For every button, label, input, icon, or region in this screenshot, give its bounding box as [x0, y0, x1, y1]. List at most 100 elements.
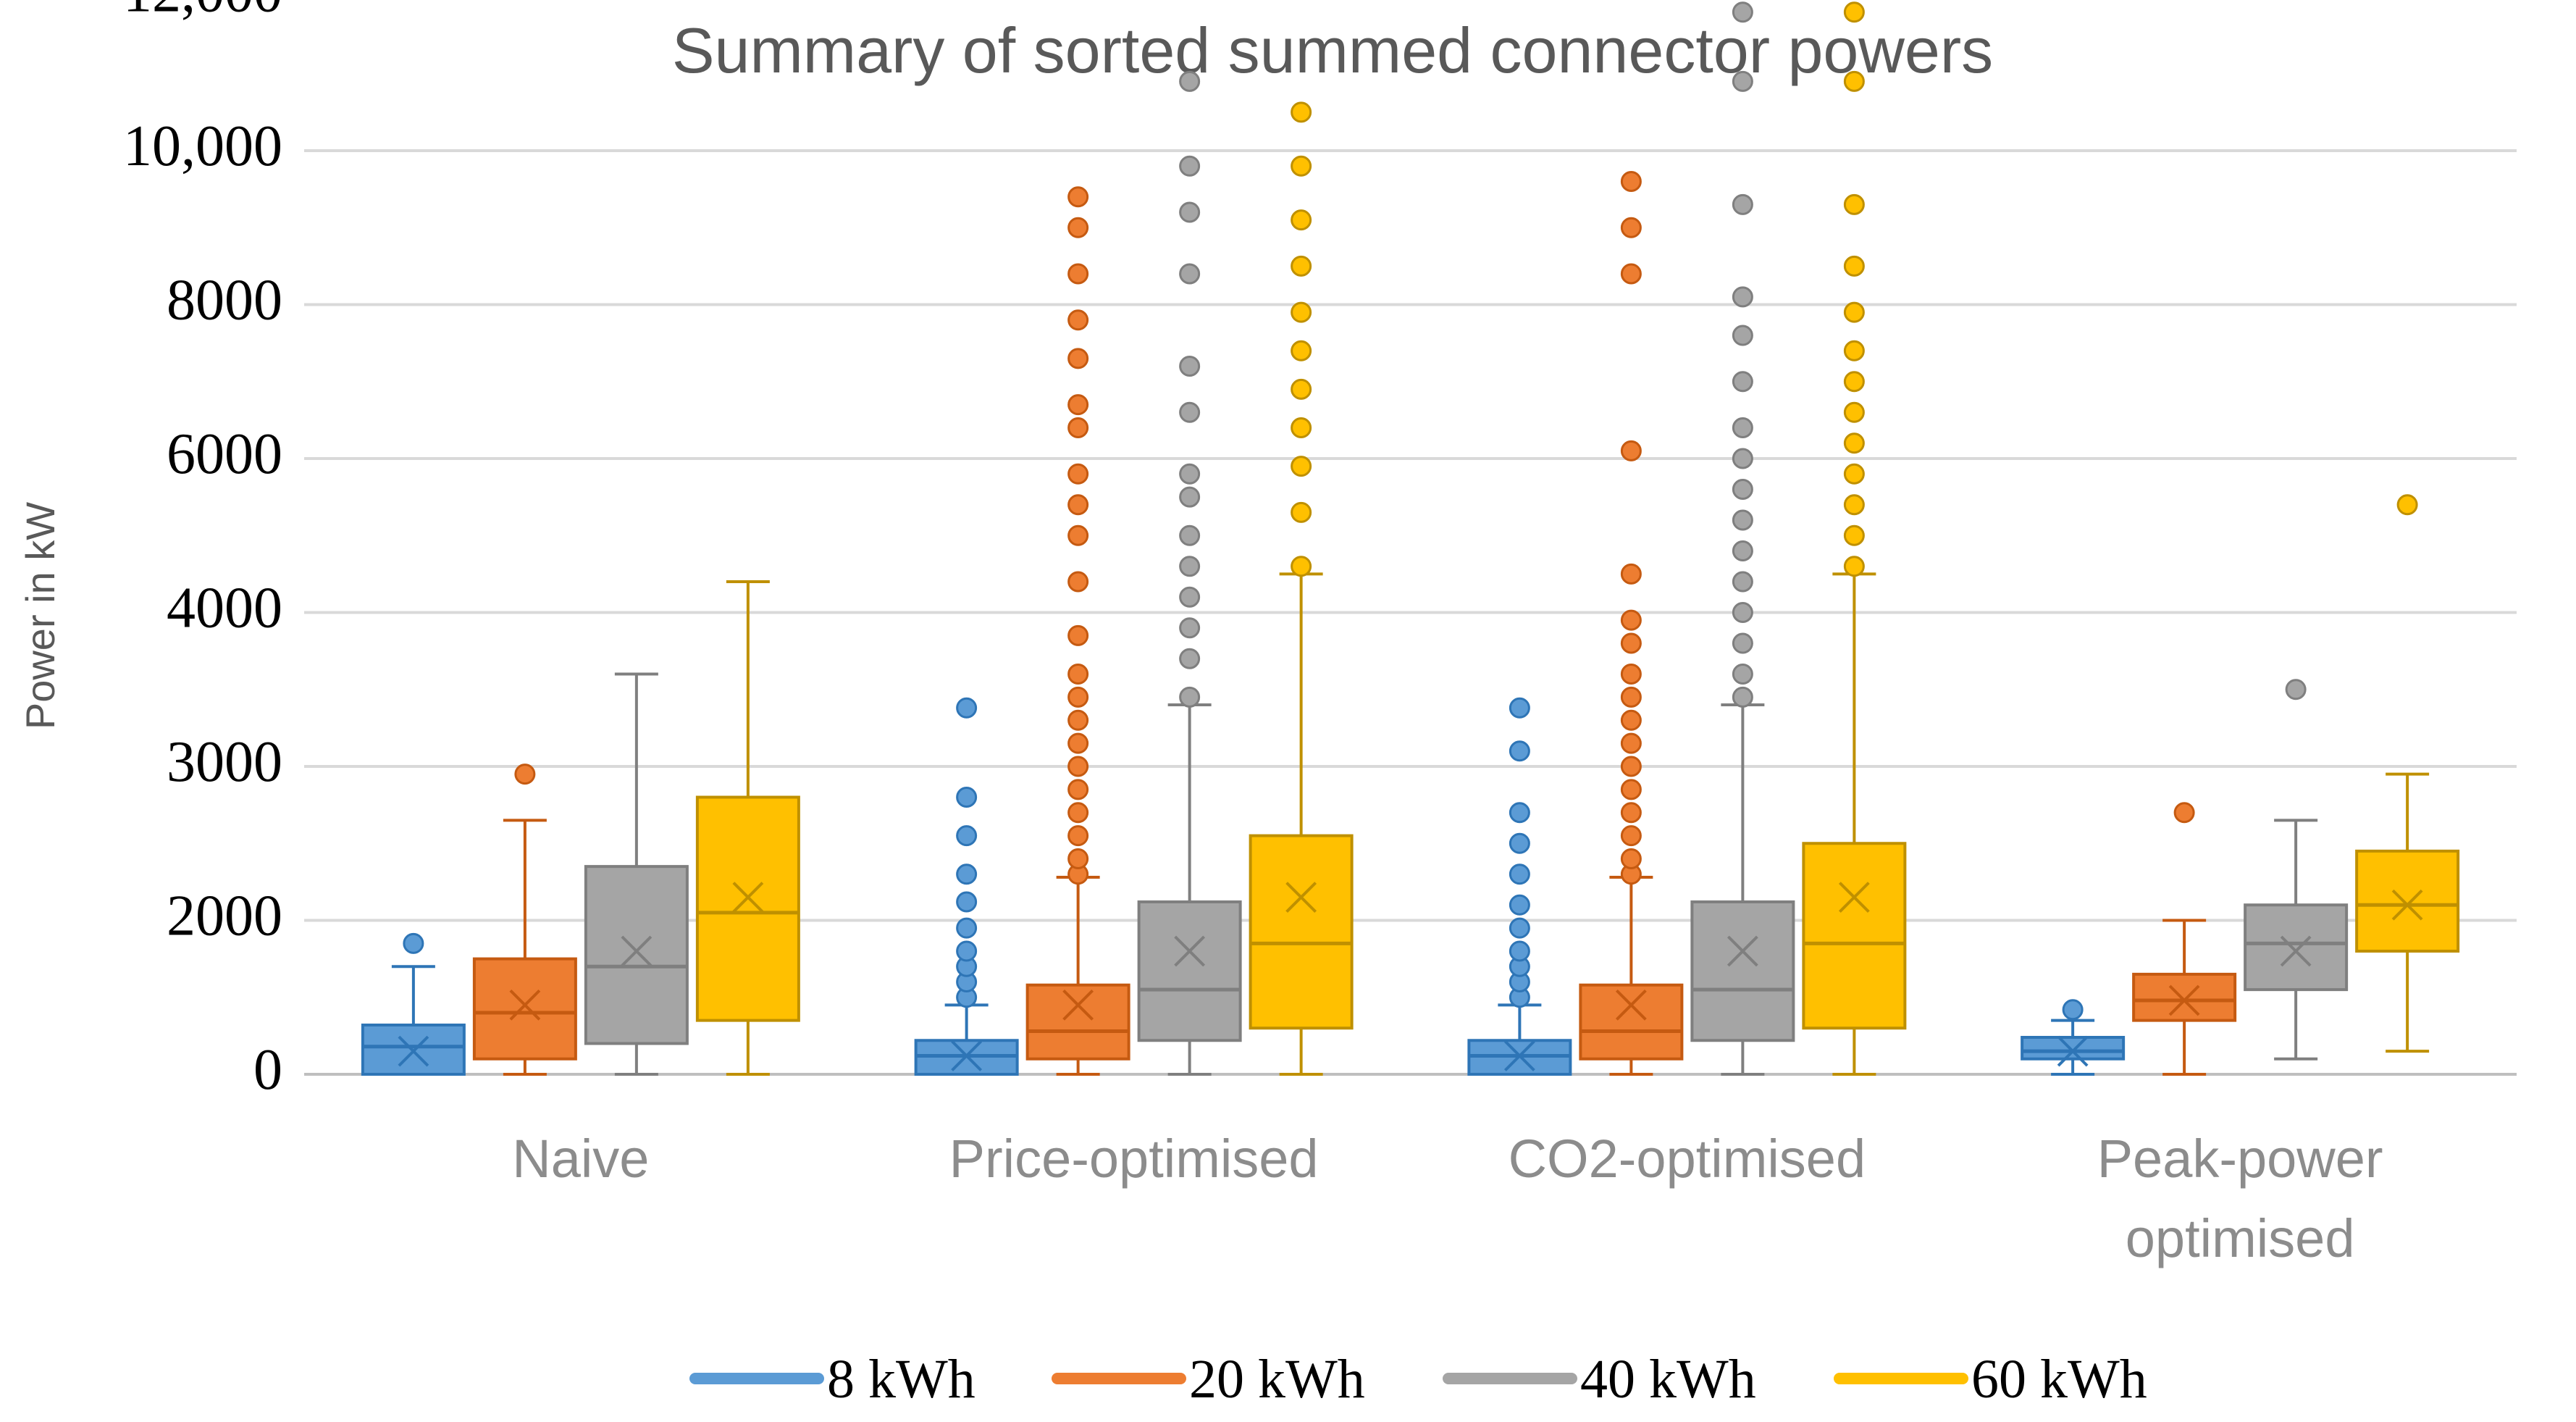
- outlier-point: [1067, 732, 1089, 754]
- legend-label: 8 kWh: [827, 1349, 976, 1410]
- outlier-point: [1620, 217, 1642, 238]
- y-tick-label: 0: [253, 1038, 282, 1102]
- outlier-point: [1732, 286, 1753, 308]
- outlier-point: [1843, 401, 1865, 423]
- mean-marker: [1615, 989, 1647, 1021]
- outlier-point: [1843, 301, 1865, 323]
- box-40-kwh-1: [584, 672, 689, 1076]
- outlier-point: [1291, 301, 1312, 323]
- category-label: Naive: [512, 1129, 649, 1189]
- box-8-kwh-4: [2021, 999, 2126, 1076]
- mean-marker: [1503, 1040, 1535, 1071]
- chart-title: Summary of sorted summed connector power…: [672, 14, 1993, 86]
- outlier-point: [1179, 686, 1201, 708]
- mean-marker: [509, 989, 541, 1021]
- box-20-kwh-1: [472, 764, 577, 1076]
- outlier-point: [1509, 940, 1530, 962]
- outlier-point: [1067, 709, 1089, 731]
- outlier-point: [1843, 371, 1865, 393]
- legend-label: 40 kWh: [1580, 1349, 1756, 1410]
- box-20-kwh-4: [2132, 802, 2237, 1076]
- legend-label: 20 kWh: [1189, 1349, 1365, 1410]
- outlier-point: [1620, 756, 1642, 777]
- outlier-point: [1843, 340, 1865, 361]
- outlier-point: [1179, 263, 1201, 285]
- box-body: [2244, 903, 2349, 992]
- outlier-point: [1843, 193, 1865, 215]
- legend: 8 kWh 20 kWh 40 kWh 60 kWh: [689, 1349, 2147, 1410]
- outlier-point: [1067, 263, 1089, 285]
- outlier-point: [1291, 417, 1312, 438]
- mean-marker: [2391, 889, 2423, 921]
- outlier-point: [1509, 802, 1530, 824]
- mean-marker: [2280, 935, 2312, 967]
- outlier-point: [1843, 556, 1865, 577]
- outlier-point: [1179, 70, 1201, 92]
- outlier-point: [1067, 524, 1089, 546]
- outlier-point: [1732, 70, 1753, 92]
- outlier-point: [2173, 802, 2195, 824]
- outlier-point: [1067, 186, 1089, 208]
- outlier-point: [1732, 1, 1753, 23]
- outlier-point: [1843, 255, 1865, 277]
- box-8-kwh-2: [914, 697, 1019, 1076]
- outlier-point: [1179, 201, 1201, 223]
- box-60-kwh-3: [1802, 1, 1907, 1076]
- outlier-point: [1291, 556, 1312, 577]
- mean-marker: [2057, 1035, 2089, 1067]
- outlier-point: [1620, 732, 1642, 754]
- outlier-point: [1179, 524, 1201, 546]
- outlier-point: [1509, 832, 1530, 854]
- box-body: [1690, 900, 1795, 1042]
- outlier-point: [1067, 494, 1089, 516]
- y-tick-label: 4000: [167, 577, 282, 640]
- outlier-point: [1732, 632, 1753, 654]
- outlier-point: [1179, 486, 1201, 508]
- outlier-point: [956, 825, 978, 847]
- outlier-point: [1620, 848, 1642, 869]
- box-body: [2021, 1036, 2126, 1061]
- mean-marker: [2168, 984, 2200, 1016]
- mean-marker: [1285, 882, 1317, 913]
- box-40-kwh-4: [2244, 679, 2349, 1061]
- outlier-point: [1843, 524, 1865, 546]
- outlier-point: [956, 940, 978, 962]
- outlier-point: [514, 764, 536, 785]
- box-40-kwh-2: [1137, 70, 1242, 1076]
- outlier-point: [1067, 309, 1089, 331]
- legend-item-20-kwh: 20 kWh: [1052, 1349, 1365, 1410]
- mean-marker: [398, 1035, 429, 1067]
- outlier-point: [1732, 479, 1753, 500]
- outlier-point: [1620, 171, 1642, 192]
- outlier-point: [1732, 448, 1753, 469]
- y-tick-label: 6000: [167, 422, 282, 486]
- outlier-point: [1067, 217, 1089, 238]
- outlier-point: [1732, 571, 1753, 593]
- outlier-point: [1620, 709, 1642, 731]
- outlier-point: [1509, 894, 1530, 916]
- outlier-point: [1620, 440, 1642, 461]
- outlier-point: [1291, 255, 1312, 277]
- outlier-point: [1843, 432, 1865, 454]
- outlier-point: [1179, 648, 1201, 669]
- box-plot-groups: [361, 1, 2460, 1076]
- box-60-kwh-1: [695, 580, 800, 1076]
- outlier-point: [1067, 417, 1089, 438]
- outlier-point: [1620, 263, 1642, 285]
- outlier-point: [1291, 340, 1312, 361]
- legend-label: 60 kWh: [1971, 1349, 2147, 1410]
- outlier-point: [1067, 394, 1089, 416]
- mean-marker: [1062, 989, 1094, 1021]
- outlier-point: [1620, 609, 1642, 631]
- box-60-kwh-4: [2355, 494, 2460, 1053]
- outlier-point: [1620, 563, 1642, 585]
- legend-item-40-kwh: 40 kWh: [1443, 1349, 1756, 1410]
- outlier-point: [1843, 494, 1865, 516]
- outlier-point: [1067, 571, 1089, 593]
- outlier-point: [1732, 602, 1753, 623]
- outlier-point: [1291, 101, 1312, 123]
- outlier-point: [1509, 697, 1530, 719]
- y-tick-label: 3000: [167, 730, 282, 794]
- mean-marker: [621, 935, 653, 967]
